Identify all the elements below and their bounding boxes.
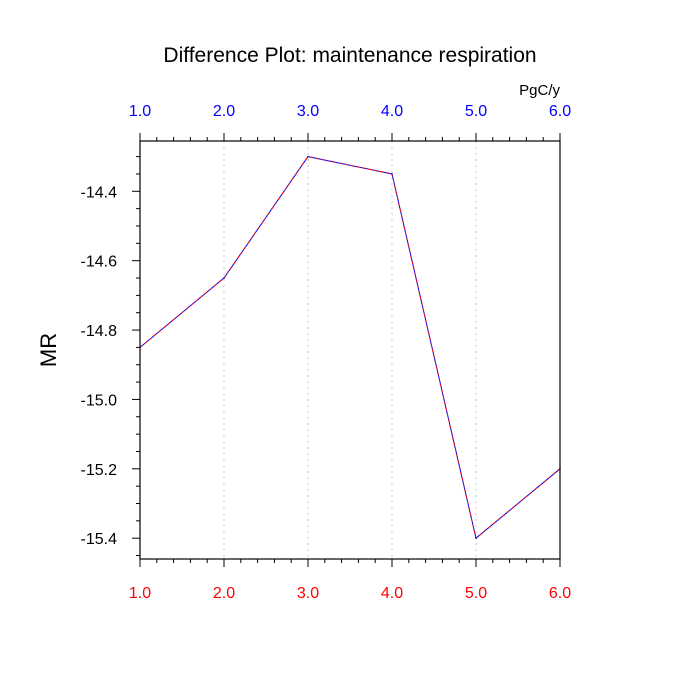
grid <box>223 141 477 559</box>
data-point-2 <box>307 155 309 158</box>
data-point-3 <box>391 173 393 175</box>
data-point-4 <box>475 537 477 539</box>
chart-title: Difference Plot: maintenance respiration <box>163 44 536 67</box>
x-tick-label-top-4: 5.0 <box>465 103 487 120</box>
y-tick-label-3: -15.0 <box>81 392 118 409</box>
x-tick-label-top-1: 2.0 <box>213 103 235 120</box>
ticks <box>132 133 561 567</box>
y-tick-label-4: -15.2 <box>81 462 118 479</box>
x-tick-label-top-5: 6.0 <box>549 103 571 120</box>
x-tick-label-bottom-0: 1.0 <box>129 585 151 602</box>
x-tick-label-top-3: 4.0 <box>381 103 403 120</box>
x-tick-label-bottom-4: 5.0 <box>465 585 487 602</box>
y-tick-label-1: -14.6 <box>81 254 118 271</box>
data-point-1 <box>223 277 225 279</box>
x-tick-label-bottom-1: 2.0 <box>213 585 235 602</box>
y-tick-label-2: -14.8 <box>81 323 118 340</box>
series-line-overlay-0 <box>139 156 561 540</box>
y-axis-label: MR <box>36 333 61 367</box>
series-group <box>139 155 561 540</box>
x-tick-label-bottom-5: 6.0 <box>549 585 571 602</box>
x-tick-label-bottom-2: 3.0 <box>297 585 319 602</box>
y-tick-label-0: -14.4 <box>81 184 118 201</box>
tick-labels: 1.0 1.0 2.0 2.0 3.0 3.0 4.0 4.0 5.0 5.0 6.0 6.0 -14.… <box>81 103 572 602</box>
x-tick-label-top-2: 3.0 <box>297 103 319 120</box>
x-tick-label-top-0: 1.0 <box>129 103 151 120</box>
series-line-0 <box>139 156 561 540</box>
plot-frame <box>139 140 561 560</box>
y-tick-label-5: -15.4 <box>81 531 118 548</box>
units-label: PgC/y <box>519 82 560 99</box>
x-tick-label-bottom-3: 4.0 <box>381 585 403 602</box>
